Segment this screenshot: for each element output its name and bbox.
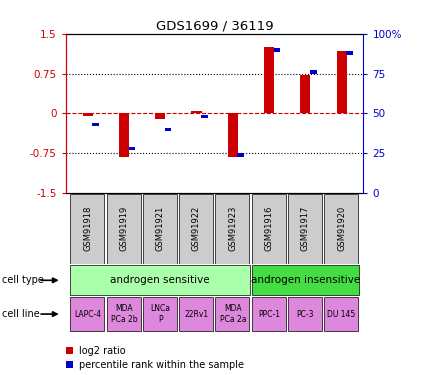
Bar <box>238 153 244 157</box>
Bar <box>215 194 249 264</box>
Text: GSM91920: GSM91920 <box>337 206 346 251</box>
Bar <box>274 48 280 51</box>
Text: androgen sensitive: androgen sensitive <box>110 275 210 285</box>
Bar <box>252 297 286 331</box>
Bar <box>70 297 104 331</box>
Bar <box>92 123 99 126</box>
Bar <box>300 75 310 113</box>
Bar <box>337 51 347 113</box>
Text: cell type: cell type <box>2 275 44 285</box>
Text: percentile rank within the sample: percentile rank within the sample <box>79 360 244 369</box>
Bar <box>143 297 177 331</box>
Bar <box>288 297 322 331</box>
Text: GSM91919: GSM91919 <box>119 206 128 251</box>
Bar <box>264 47 274 113</box>
Bar <box>129 147 135 150</box>
Bar <box>215 297 249 331</box>
Text: GSM91922: GSM91922 <box>192 206 201 251</box>
Title: GDS1699 / 36119: GDS1699 / 36119 <box>156 20 273 33</box>
Text: MDA
PCa 2b: MDA PCa 2b <box>110 304 137 324</box>
Bar <box>66 361 73 368</box>
Bar <box>165 128 171 131</box>
Bar <box>179 194 213 264</box>
Text: PPC-1: PPC-1 <box>258 310 280 318</box>
Text: MDA
PCa 2a: MDA PCa 2a <box>220 304 246 324</box>
Bar <box>310 70 317 74</box>
Bar <box>288 194 322 264</box>
Text: LNCa
P: LNCa P <box>150 304 170 324</box>
Bar <box>70 266 250 295</box>
Bar <box>66 347 73 354</box>
Bar <box>179 297 213 331</box>
Bar <box>324 297 358 331</box>
Text: androgen insensitive: androgen insensitive <box>251 275 360 285</box>
Bar <box>191 111 201 113</box>
Bar <box>346 51 353 55</box>
Bar <box>119 113 129 157</box>
Bar <box>107 194 141 264</box>
Bar <box>143 194 177 264</box>
Text: GSM91917: GSM91917 <box>301 206 310 251</box>
Bar <box>70 194 104 264</box>
Bar <box>324 194 358 264</box>
Bar <box>252 266 359 295</box>
Bar <box>252 194 286 264</box>
Bar <box>155 113 165 119</box>
Text: GSM91918: GSM91918 <box>83 206 92 251</box>
Text: GSM91916: GSM91916 <box>264 206 274 251</box>
Text: cell line: cell line <box>2 309 40 319</box>
Text: LAPC-4: LAPC-4 <box>74 310 101 318</box>
Bar <box>201 115 208 118</box>
Text: GSM91921: GSM91921 <box>156 206 165 251</box>
Text: 22Rv1: 22Rv1 <box>184 310 209 318</box>
Text: GSM91923: GSM91923 <box>228 206 237 251</box>
Text: DU 145: DU 145 <box>328 310 356 318</box>
Bar <box>82 113 93 116</box>
Text: PC-3: PC-3 <box>297 310 314 318</box>
Text: log2 ratio: log2 ratio <box>79 346 125 355</box>
Bar <box>107 297 141 331</box>
Bar <box>228 113 238 157</box>
